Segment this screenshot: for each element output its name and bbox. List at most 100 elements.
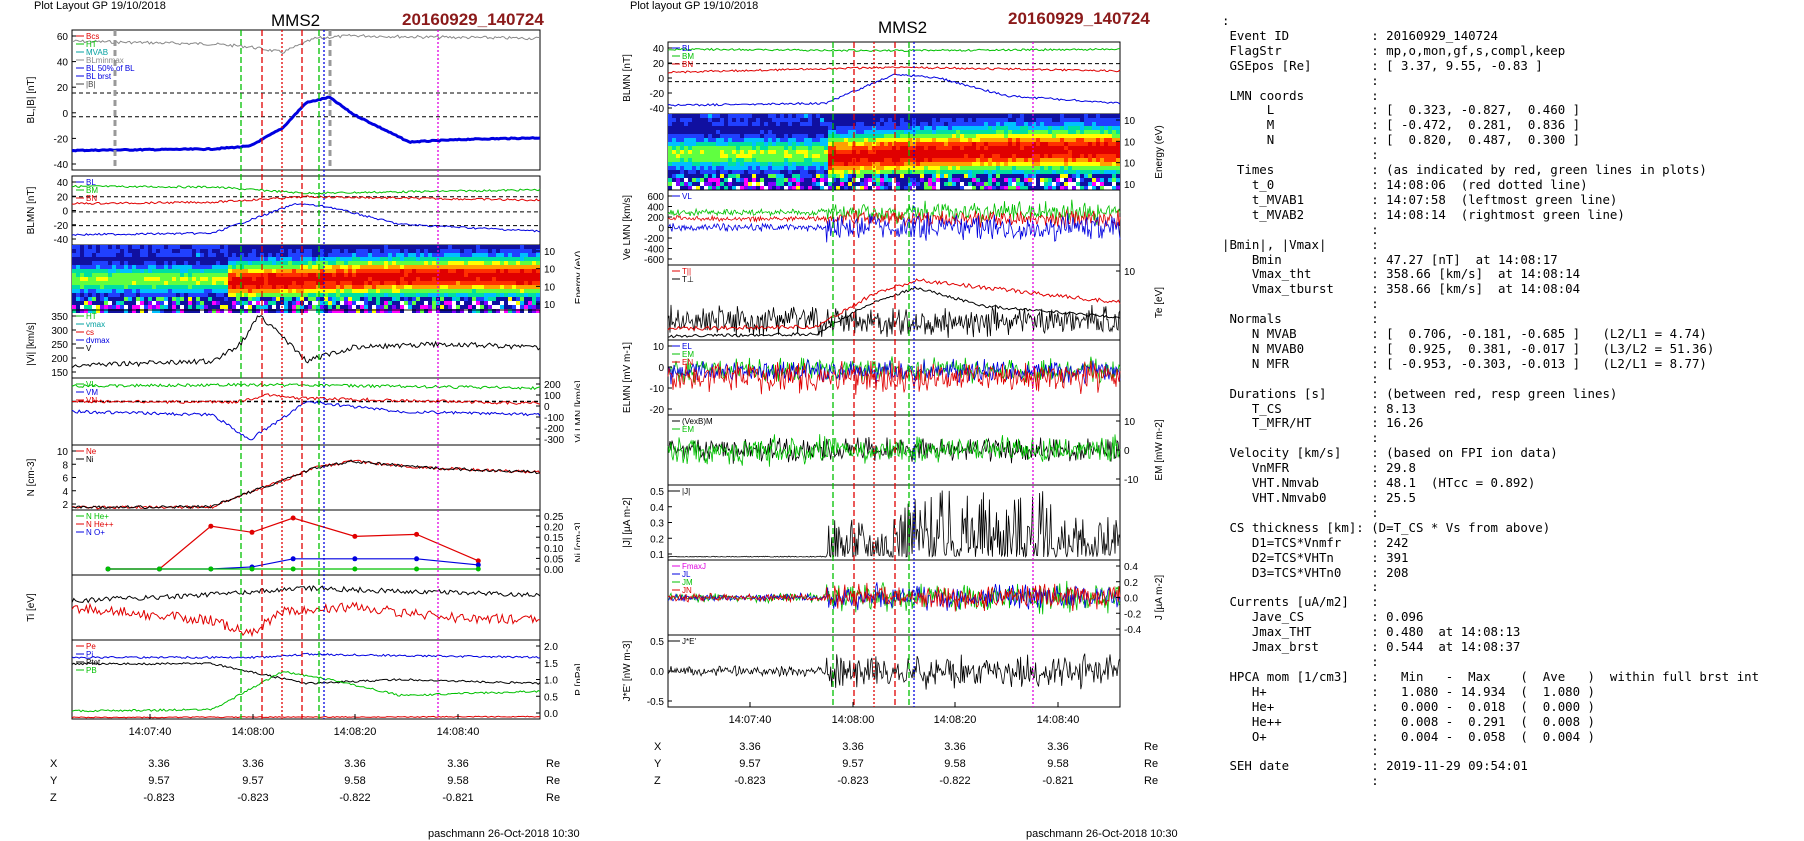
legend-entry: JM bbox=[682, 578, 693, 587]
y-tick-label: 0.2 bbox=[1124, 578, 1138, 589]
y-tick-label: 0.2 bbox=[650, 534, 664, 545]
y-tick-label: -20 bbox=[650, 89, 665, 100]
y-tick-label: 350 bbox=[51, 312, 68, 323]
y-tick-label: 200 bbox=[647, 213, 664, 224]
summary-line: Jmax_THT : 0.480 at 14:08:13 bbox=[1222, 624, 1521, 640]
y-tick-label: 600 bbox=[647, 192, 664, 203]
summary-line: Bmin : 47.27 [nT] at 14:08:17 bbox=[1222, 251, 1558, 267]
data-series bbox=[71, 459, 541, 510]
coord-label: Y bbox=[50, 775, 58, 787]
summary-line: : bbox=[1222, 430, 1379, 446]
summary-line: Vmax_tburst : 358.66 [km/s] at 14:08:04 bbox=[1222, 281, 1581, 297]
coord-value: 9.58 bbox=[944, 758, 966, 770]
y-tick-label: 40 bbox=[653, 44, 665, 55]
left-header: Plot Layout GP 19/10/2018 bbox=[34, 0, 166, 12]
data-series bbox=[71, 382, 541, 390]
y-tick-label: -10 bbox=[650, 384, 665, 395]
panel-7: 0.5 0.4 0.3 0.2 0.1 |J| |J| [µA m-2] bbox=[622, 484, 1121, 561]
middle-header: Plot layout GP 19/10/2018 bbox=[630, 0, 759, 12]
legend-entry: Bcs bbox=[86, 32, 99, 41]
y-tick-label: 20 bbox=[653, 59, 665, 70]
panel-axis-label: BLMN [nT] bbox=[622, 54, 633, 102]
summary-line: VHT.Nmvab : 48.1 (HTcc = 0.892) bbox=[1222, 475, 1536, 491]
coord-value: 3.36 bbox=[944, 741, 966, 753]
legend-entry: HT bbox=[86, 40, 97, 49]
data-series bbox=[71, 393, 541, 405]
y-tick-label: 60 bbox=[57, 32, 69, 43]
data-series bbox=[71, 585, 541, 604]
legend-entry: |J| bbox=[682, 487, 690, 496]
summary-line: Times : (as indicated by red, green line… bbox=[1222, 162, 1707, 178]
summary-line: He++ : 0.008 - 0.291 ( 0.008 ) bbox=[1222, 713, 1595, 729]
summary-line: : bbox=[1222, 504, 1379, 520]
summary-line: N : [ 0.820, 0.487, 0.300 ] bbox=[1222, 132, 1581, 148]
data-series bbox=[667, 434, 1121, 467]
legend-entry: BLminmax bbox=[86, 56, 124, 65]
coord-value: -0.822 bbox=[939, 775, 971, 787]
data-series bbox=[71, 652, 541, 659]
legend-entry: VL bbox=[86, 380, 96, 389]
y-tick-label: 10 bbox=[653, 342, 665, 353]
panel-axis-label: J [µA m-2] bbox=[1154, 575, 1165, 620]
data-series bbox=[667, 358, 1121, 385]
legend-entry: FmaxJ bbox=[682, 562, 706, 571]
y-tick-label: -40 bbox=[54, 235, 69, 246]
data-series bbox=[667, 73, 1121, 107]
legend-entry: VL bbox=[682, 192, 692, 201]
summary-line: : bbox=[1222, 743, 1379, 759]
data-series bbox=[71, 459, 541, 510]
summary-line: VHT.Nmvab0 : 25.5 bbox=[1222, 490, 1416, 505]
y-tick-label: 100 bbox=[544, 391, 561, 402]
coord-value: 3.36 bbox=[739, 741, 761, 753]
time-tick-label: 14:08:00 bbox=[232, 726, 275, 738]
panel-axis-label: Vi LMN [km/s] bbox=[574, 380, 580, 442]
coord-value: 9.57 bbox=[739, 758, 761, 770]
legend-entry: EL bbox=[682, 342, 692, 351]
panel-axis-label: ELMN [mV m-1] bbox=[622, 342, 633, 413]
panel-9: 0.5 0.0 -0.5 J*E' J*E' [nW m-3] bbox=[622, 634, 1121, 708]
event-lines bbox=[832, 42, 1034, 707]
summary-line: : bbox=[1222, 296, 1379, 312]
coord-value: 9.57 bbox=[242, 775, 264, 787]
summary-line: FlagStr : mp,o,mon,gf,s,compl,keep bbox=[1222, 42, 1566, 58]
summary-line: T_CS : 8.13 bbox=[1222, 400, 1416, 416]
coord-unit: Re bbox=[1144, 758, 1159, 770]
panel-axis-label: N [cm-3] bbox=[26, 458, 37, 496]
coord-unit: Re bbox=[1144, 775, 1159, 787]
y-tick-label: 0.15 bbox=[544, 533, 564, 544]
summary-line: t_MVAB2 : 14:08:14 (rightmost green line… bbox=[1222, 206, 1625, 222]
y-tick-label: 0 bbox=[1124, 446, 1130, 457]
time-tick-label: 14:08:40 bbox=[1037, 714, 1080, 726]
coord-value: 9.58 bbox=[1047, 758, 1069, 770]
y-tick-label: 2.0 bbox=[544, 642, 558, 653]
legend-entry: |B| bbox=[86, 80, 96, 89]
data-series bbox=[667, 653, 1121, 690]
data-series bbox=[71, 400, 541, 441]
coord-value: -0.821 bbox=[1042, 775, 1074, 787]
y-tick-label: -0.2 bbox=[1124, 609, 1142, 620]
summary-line: D1=TCS*Vnmfr : 242 bbox=[1222, 534, 1409, 550]
coord-value: 9.58 bbox=[447, 775, 469, 787]
data-series bbox=[71, 671, 541, 713]
y-tick-label: 0.0 bbox=[650, 667, 664, 678]
summary-line: N MVAB : [ 0.706, -0.181, -0.685 ] (L2/L… bbox=[1222, 326, 1707, 342]
time-tick-label: 14:08:20 bbox=[334, 726, 377, 738]
middle-event: 20160929_140724 bbox=[1008, 9, 1150, 28]
legend-entry: PB bbox=[86, 666, 97, 675]
coord-value: -0.821 bbox=[442, 792, 474, 804]
summary-line: |Bmin|, |Vmax| : bbox=[1222, 236, 1379, 252]
summary-line: : bbox=[1222, 13, 1230, 28]
coord-value: -0.823 bbox=[837, 775, 869, 787]
coord-label: Z bbox=[50, 792, 57, 804]
y-tick-label: 0 bbox=[62, 109, 68, 120]
y-tick-label: 10 bbox=[1124, 137, 1136, 148]
summary-line: Event ID : 20160929_140724 bbox=[1222, 27, 1499, 43]
legend-entry: dvmax bbox=[86, 336, 110, 345]
legend-entry: (VexB)M bbox=[682, 417, 713, 426]
data-series bbox=[667, 490, 1121, 559]
